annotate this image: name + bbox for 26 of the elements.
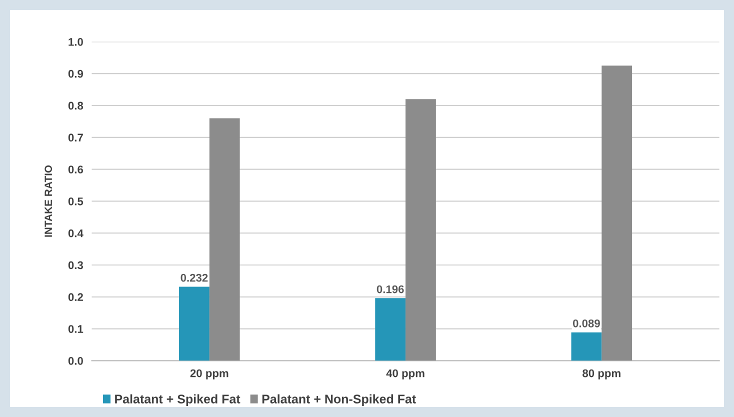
legend-label: Palatant + Non-Spiked Fat: [262, 394, 416, 406]
bar: [602, 66, 632, 361]
bar: [375, 298, 406, 361]
y-tick-label: 0.8: [68, 102, 84, 110]
bar: [571, 332, 602, 361]
y-tick-label: 0.4: [68, 229, 84, 238]
bar: [209, 118, 240, 361]
y-axis-title: INTAKE RATIO: [44, 165, 52, 237]
y-tick-label: 1.0: [68, 38, 83, 46]
data-label: 0.089: [572, 319, 600, 328]
y-tick-label: 0.5: [68, 197, 84, 206]
x-tick-label: 40 ppm: [386, 369, 424, 380]
y-tick-label: 0.9: [68, 70, 84, 78]
x-tick-label: 20 ppm: [190, 369, 228, 380]
bar: [179, 286, 210, 361]
data-label: 0.232: [180, 274, 208, 282]
x-tick-label: 80 ppm: [582, 369, 620, 380]
legend-label: Palatant + Spiked Fat: [115, 394, 240, 406]
y-tick-label: 0.3: [68, 261, 84, 270]
y-tick-label: 0.1: [68, 325, 84, 333]
y-tick-label: 0.7: [68, 134, 83, 142]
data-label: 0.196: [376, 285, 404, 294]
y-tick-label: 0.6: [68, 166, 84, 174]
y-tick-label: 0.0: [68, 356, 83, 365]
bar: [406, 99, 436, 361]
y-tick-label: 0.2: [68, 293, 83, 302]
